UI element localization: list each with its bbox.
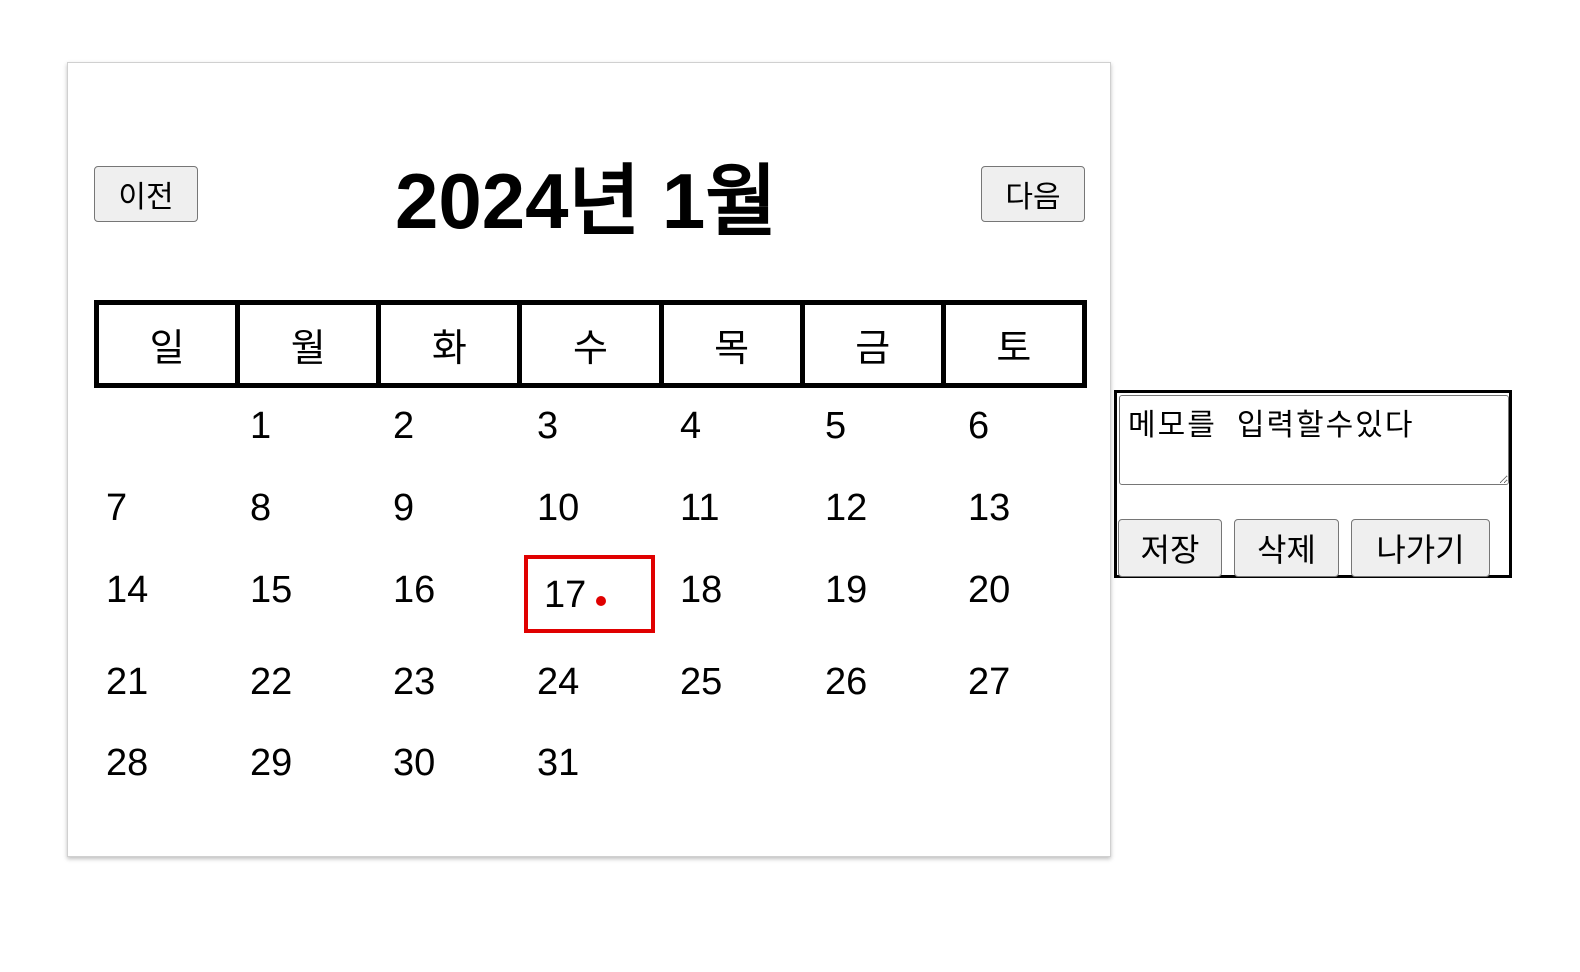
day-cell[interactable]: 8 (250, 487, 272, 529)
day-cell[interactable]: 7 (106, 487, 128, 529)
memo-panel: 메모를 입력할수있다 저장 삭제 나가기 (1114, 390, 1512, 578)
delete-button[interactable]: 삭제 (1234, 519, 1339, 577)
weekday-thu: 목 (664, 305, 805, 383)
next-month-button[interactable]: 다음 (981, 166, 1085, 222)
calendar-card: 이전 2024년 1월 다음 일 월 화 수 목 금 토 1 2 3 4 5 6 7 8 9 10… (67, 62, 1111, 857)
day-cell[interactable]: 11 (680, 487, 720, 529)
day-cell[interactable]: 9 (393, 487, 415, 529)
selected-day-highlight (524, 555, 655, 633)
day-cell[interactable]: 31 (537, 742, 580, 784)
memo-input[interactable]: 메모를 입력할수있다 (1119, 395, 1509, 485)
day-cell[interactable]: 26 (825, 661, 868, 703)
day-cell[interactable]: 10 (537, 487, 580, 529)
weekday-wed: 수 (522, 305, 664, 383)
day-cell[interactable]: 28 (106, 742, 149, 784)
day-cell[interactable]: 20 (968, 569, 1011, 611)
save-button[interactable]: 저장 (1118, 519, 1222, 577)
day-cell[interactable]: 14 (106, 569, 149, 611)
weekday-sun: 일 (99, 305, 241, 383)
day-cell[interactable]: 16 (393, 569, 436, 611)
weekday-header: 일 월 화 수 목 금 토 (94, 300, 1087, 388)
day-cell[interactable]: 21 (106, 661, 149, 703)
day-cell[interactable]: 30 (393, 742, 436, 784)
weekday-tue: 화 (381, 305, 523, 383)
month-title: 2024년 1월 (394, 157, 778, 245)
day-cell[interactable]: 23 (393, 661, 436, 703)
day-cell[interactable]: 2 (393, 405, 415, 447)
day-cell[interactable]: 15 (250, 569, 293, 611)
day-cell[interactable]: 29 (250, 742, 293, 784)
day-cell[interactable]: 22 (250, 661, 293, 703)
day-cell[interactable]: 24 (537, 661, 580, 703)
day-cell[interactable]: 27 (968, 661, 1011, 703)
day-cell[interactable]: 5 (825, 405, 847, 447)
day-cell[interactable]: 4 (680, 405, 702, 447)
weekday-mon: 월 (240, 305, 382, 383)
day-cell[interactable]: 19 (825, 569, 868, 611)
day-cell[interactable]: 1 (250, 405, 272, 447)
memo-indicator-dot (596, 596, 606, 606)
day-cell[interactable]: 3 (537, 405, 559, 447)
weekday-fri: 금 (805, 305, 946, 383)
day-cell[interactable]: 17 (544, 574, 587, 616)
day-cell[interactable]: 12 (825, 487, 868, 529)
day-cell[interactable]: 18 (680, 569, 723, 611)
exit-button[interactable]: 나가기 (1351, 519, 1490, 577)
day-cell[interactable]: 25 (680, 661, 723, 703)
prev-month-button[interactable]: 이전 (94, 166, 198, 222)
weekday-sat: 토 (996, 325, 1032, 370)
day-cell[interactable]: 6 (968, 405, 990, 447)
day-cell[interactable]: 13 (968, 487, 1011, 529)
